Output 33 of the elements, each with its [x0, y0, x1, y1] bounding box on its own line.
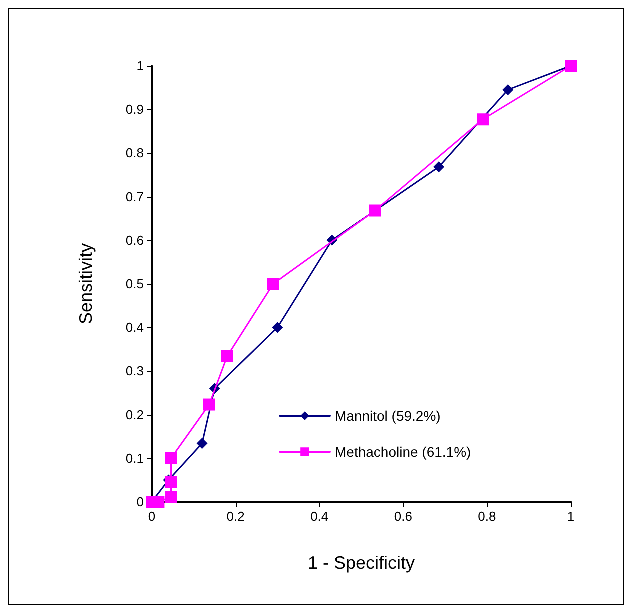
legend-label: Mannitol (59.2%): [335, 408, 441, 424]
y-tick-label: 0.5: [126, 276, 144, 292]
y-tick-label: 0.3: [126, 364, 144, 379]
point: [165, 491, 178, 504]
y-tick-label: 0.6: [126, 232, 144, 248]
point: [272, 322, 284, 334]
point: [268, 278, 280, 290]
x-tick-label: 0.4: [310, 509, 329, 524]
point: [369, 204, 382, 217]
x-tick-label: 1: [567, 509, 575, 524]
point: [203, 398, 216, 411]
x-axis-title: 1 - Specificity: [308, 553, 416, 573]
x-tick-label: 0.2: [226, 509, 245, 524]
x-tick-label: 0.6: [394, 509, 412, 524]
y-axis-title: Sensitivity: [76, 243, 96, 325]
point: [477, 114, 490, 126]
point: [221, 350, 234, 362]
y-tick-label: 0.2: [126, 407, 144, 422]
x-tick-label: 0: [148, 509, 156, 524]
y-tick-label: 0.1: [126, 450, 144, 466]
x-tick-label: 0.8: [478, 509, 496, 524]
y-tick-label: 0.8: [126, 146, 144, 161]
y-tick-label: 0: [136, 494, 144, 510]
legend-label: Methacholine (61.1%): [335, 444, 472, 460]
y-tick-label: 0.4: [126, 320, 144, 336]
point: [165, 476, 178, 488]
y-tick-label: 0.9: [126, 102, 144, 118]
y-tick-label: 0.7: [126, 189, 144, 204]
point: [196, 438, 208, 450]
point: [434, 162, 445, 173]
y-tick-label: 1: [136, 58, 144, 74]
point: [502, 84, 514, 96]
point: [165, 452, 178, 464]
